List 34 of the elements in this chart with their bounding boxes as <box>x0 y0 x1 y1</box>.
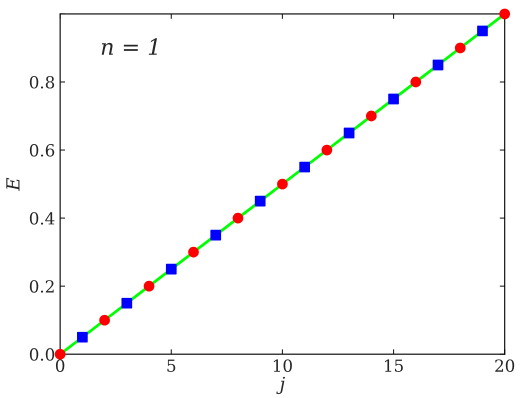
annotation: n = 1 <box>102 38 157 55</box>
point <box>344 128 354 138</box>
x-tick-label: 0 <box>56 359 64 372</box>
point <box>144 280 154 292</box>
point <box>54 348 66 360</box>
y-tick-label: 0.4 <box>30 212 54 225</box>
point <box>188 246 199 258</box>
point <box>166 264 177 274</box>
y-tick-label: 0.8 <box>30 76 54 89</box>
point <box>388 94 399 104</box>
point <box>210 230 222 240</box>
x-tick-label: 5 <box>167 360 176 372</box>
point <box>410 76 422 88</box>
point <box>366 110 377 122</box>
y-tick-label: 0.6 <box>30 144 54 157</box>
x-tick-label: 15 <box>384 359 403 372</box>
x-axis-title: j <box>276 376 285 394</box>
y-tick-label: 0.0 <box>30 348 54 361</box>
point <box>454 42 466 54</box>
point <box>77 332 88 343</box>
x-tick-label: 20 <box>495 359 514 372</box>
point <box>99 314 110 326</box>
point <box>499 8 510 20</box>
y-tick-label: 0.2 <box>30 280 54 293</box>
point <box>432 60 444 70</box>
point <box>322 144 332 156</box>
x-tick-label: 10 <box>274 359 292 372</box>
point <box>299 162 310 172</box>
point <box>232 212 244 224</box>
y-axis-title: E <box>6 178 20 191</box>
point <box>254 196 266 206</box>
point <box>477 26 488 36</box>
point <box>121 298 132 309</box>
point <box>277 178 288 190</box>
